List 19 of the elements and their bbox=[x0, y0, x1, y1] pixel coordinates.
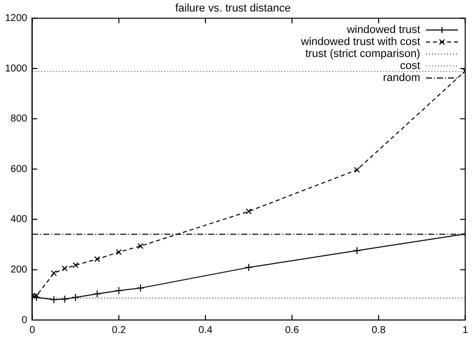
x-tick-label: 0 bbox=[29, 324, 36, 336]
legend-label: trust (strict comparison) bbox=[305, 48, 420, 60]
x-tick-label: 0.4 bbox=[198, 324, 213, 336]
y-tick-label: 0 bbox=[22, 314, 28, 326]
legend-label: cost bbox=[400, 60, 420, 72]
y-tick-label: 600 bbox=[10, 164, 28, 175]
legend-label: windowed trust with cost bbox=[301, 36, 420, 48]
y-tick-label: 1200 bbox=[4, 12, 28, 24]
x-tick-label: 0.8 bbox=[372, 324, 386, 336]
x-tick-label: 0.6 bbox=[285, 324, 300, 336]
y-tick-label: 800 bbox=[10, 114, 28, 125]
y-tick-label: 400 bbox=[10, 214, 28, 226]
legend-label: windowed trust bbox=[346, 24, 420, 36]
y-tick-label: 200 bbox=[10, 264, 28, 276]
x-tick-label: 1 bbox=[462, 324, 468, 336]
y-tick-label: 1000 bbox=[4, 63, 28, 74]
legend-label: random bbox=[382, 72, 420, 84]
x-tick-label: 0.2 bbox=[112, 324, 126, 336]
chart-title: failure vs. trust distance bbox=[175, 2, 291, 15]
